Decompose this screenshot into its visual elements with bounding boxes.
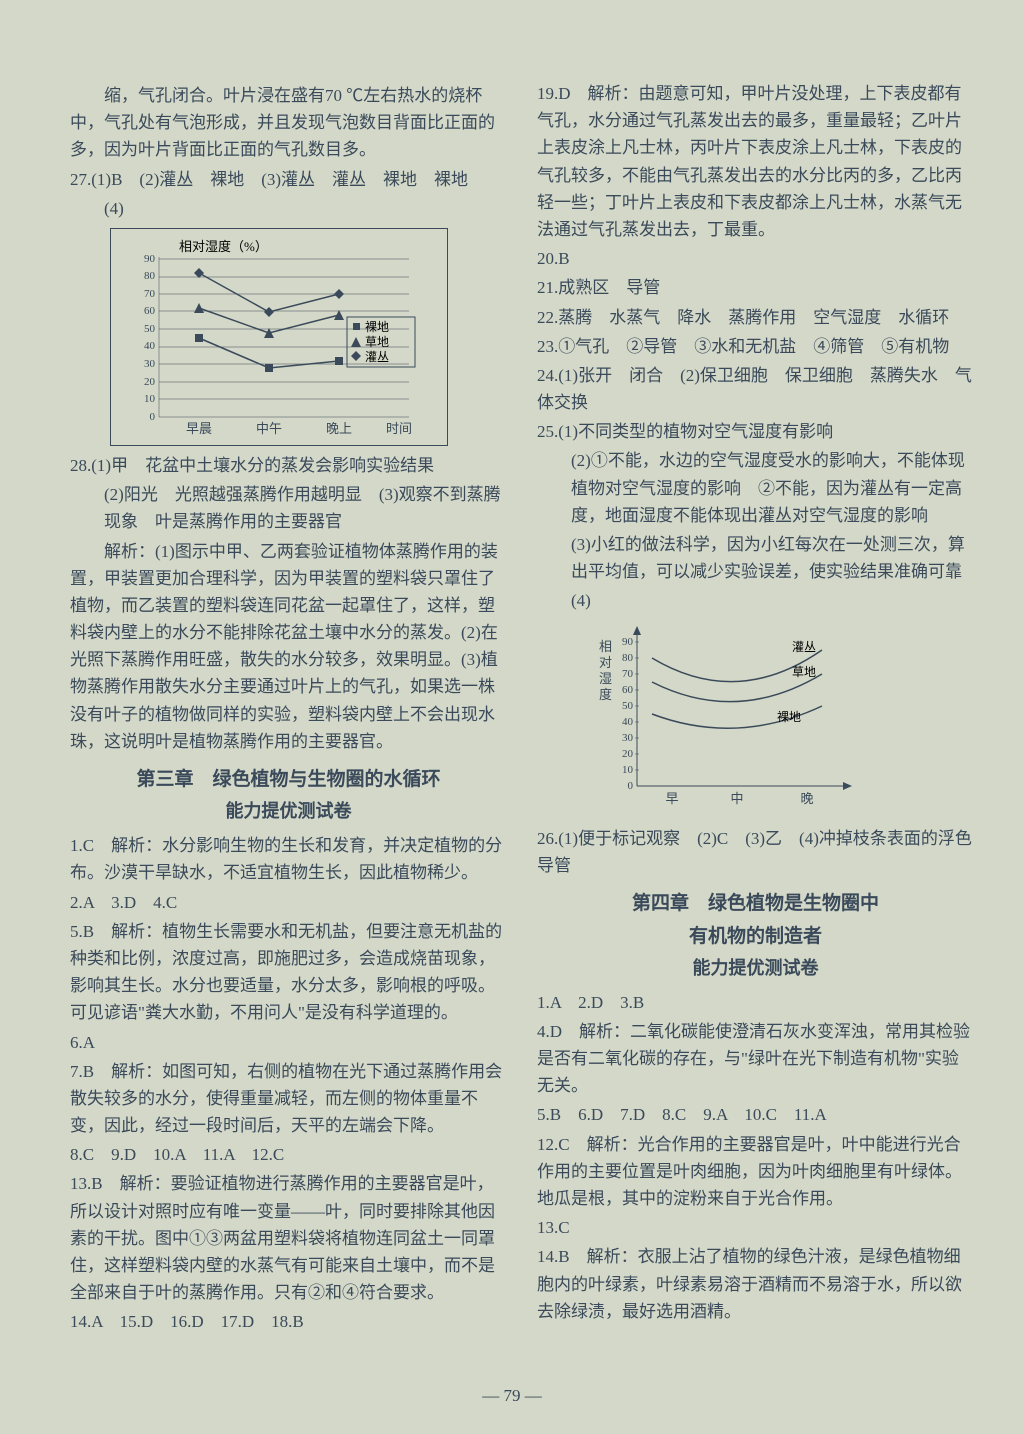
q28-analysis: 解析：(1)图示中甲、乙两套验证植物体蒸腾作用的装置，甲装置更加合理科学，因为甲… — [70, 538, 507, 756]
s3-5: 5.B 解析：植物生长需要水和无机盐，但要注意无机盐的种类和比例，浓度过高，即施… — [70, 918, 507, 1027]
ans-14-18: 14.A 15.D 16.D 17.D 18.B — [70, 1308, 507, 1335]
svg-text:早: 早 — [665, 791, 678, 806]
s3-2: 2.A 3.D 4.C — [70, 889, 507, 916]
section4-title2: 有机物的制造者 — [537, 922, 974, 952]
page-number: — 79 — — [0, 1382, 1024, 1409]
svg-text:60: 60 — [144, 305, 156, 317]
svg-text:70: 70 — [144, 288, 156, 300]
svg-text:草地: 草地 — [365, 335, 389, 349]
svg-text:晚上: 晚上 — [326, 421, 352, 436]
s4-14: 14.B 解析：衣服上沾了植物的绿色汁液，是绿色植物细胞内的叶绿素，叶绿素易溶于… — [537, 1243, 974, 1325]
svg-text:中: 中 — [730, 791, 743, 806]
svg-text:30: 30 — [622, 732, 634, 744]
chart1-title: 相对湿度（%） — [179, 239, 268, 254]
s4-4: 4.D 解析：二氧化碳能使澄清石灰水变浑浊，常用其检验是否有二氧化碳的存在，与"… — [537, 1018, 974, 1100]
s3-7: 7.B 解析：如图可知，右侧的植物在光下通过蒸腾作用会散失较多的水分，使得重量减… — [70, 1058, 507, 1140]
q19: 19.D 解析：由题意可知，甲叶片没处理，上下表皮都有气孔，水分通过气孔蒸发出去… — [537, 80, 974, 243]
q26: 26.(1)便于标记观察 (2)C (3)乙 (4)冲掉枝条表面的浮色 导管 — [537, 825, 974, 879]
svg-text:时间: 时间 — [386, 421, 412, 436]
svg-text:灌丛: 灌丛 — [365, 350, 389, 364]
svg-text:40: 40 — [622, 716, 634, 728]
q21: 21.成熟区 导管 — [537, 274, 974, 301]
q20: 20.B — [537, 245, 974, 272]
s3-6: 6.A — [70, 1029, 507, 1056]
s4-5: 5.B 6.D 7.D 8.C 9.A 10.C 11.A — [537, 1101, 974, 1128]
svg-text:30: 30 — [144, 358, 156, 370]
chart-1: 相对湿度（%） 0 10 20 30 40 50 60 70 80 90 — [110, 228, 448, 446]
svg-text:0: 0 — [150, 411, 156, 423]
q25-4: (4) — [537, 587, 974, 614]
q25-3: (3)小红的做法科学，因为小红每次在一处测三次，算出平均值，可以减少实验误差，使… — [537, 531, 974, 585]
svg-text:灌丛: 灌丛 — [792, 640, 816, 654]
s3-13: 13.B 解析：要验证植物进行蒸腾作用的主要器官是叶，所以设计对照时应有唯一变量… — [70, 1170, 507, 1306]
svg-text:裸地: 裸地 — [365, 319, 389, 334]
s4-13: 13.C — [537, 1214, 974, 1241]
q23: 23.①气孔 ②导管 ③水和无机盐 ④筛管 ⑤有机物 — [537, 333, 974, 360]
svg-text:50: 50 — [622, 700, 634, 712]
svg-text:对: 对 — [599, 655, 612, 670]
section4-sub: 能力提优测试卷 — [537, 954, 974, 983]
svg-text:70: 70 — [622, 668, 634, 680]
svg-text:10: 10 — [144, 393, 156, 405]
svg-text:90: 90 — [144, 253, 156, 265]
svg-text:40: 40 — [144, 340, 156, 352]
svg-text:裸地: 裸地 — [777, 709, 801, 724]
q28-2: (2)阳光 光照越强蒸腾作用越明显 (3)观察不到蒸腾现象 叶是蒸腾作用的主要器… — [70, 481, 507, 535]
section4-title: 第四章 绿色植物是生物圈中 — [537, 889, 974, 919]
s3-1: 1.C 解析：水分影响生物的生长和发育，并决定植物的分布。沙漠干旱缺水，不适宜植… — [70, 832, 507, 886]
svg-text:相: 相 — [599, 639, 612, 654]
svg-text:0: 0 — [628, 780, 634, 792]
section3-title: 第三章 绿色植物与生物圈的水循环 — [70, 765, 507, 795]
s3-8: 8.C 9.D 10.A 11.A 12.C — [70, 1141, 507, 1168]
q25-1: 25.(1)不同类型的植物对空气湿度有影响 — [537, 418, 974, 445]
section3-sub: 能力提优测试卷 — [70, 797, 507, 826]
svg-text:草地: 草地 — [792, 665, 816, 679]
svg-text:10: 10 — [622, 764, 634, 776]
intro-text: 缩，气孔闭合。叶片浸在盛有70 ℃左右热水的烧杯中，气孔处有气泡形成，并且发现气… — [70, 82, 507, 164]
svg-text:晚: 晚 — [800, 791, 813, 806]
chart-2: 相对湿度 0 10 20 30 40 50 60 70 80 90 早 中 晚 — [597, 621, 877, 819]
q25-2: (2)①不能，水边的空气湿度受水的影响大，不能体现植物对空气湿度的影响 ②不能，… — [537, 447, 974, 529]
svg-text:50: 50 — [144, 323, 156, 335]
s4-1: 1.A 2.D 3.B — [537, 989, 974, 1016]
svg-text:度: 度 — [599, 687, 612, 702]
svg-text:湿: 湿 — [599, 671, 612, 686]
svg-text:20: 20 — [622, 748, 634, 760]
svg-text:90: 90 — [622, 636, 634, 648]
q28-1: 28.(1)甲 花盆中土壤水分的蒸发会影响实验结果 — [70, 452, 507, 479]
svg-text:20: 20 — [144, 376, 156, 388]
svg-text:60: 60 — [622, 684, 634, 696]
svg-text:中午: 中午 — [256, 421, 282, 436]
svg-text:早晨: 早晨 — [186, 421, 212, 436]
q27-4: (4) — [70, 195, 507, 222]
svg-text:80: 80 — [144, 270, 156, 282]
s4-12: 12.C 解析：光合作用的主要器官是叶，叶中能进行光合作用的主要位置是叶肉细胞，… — [537, 1131, 974, 1213]
svg-text:80: 80 — [622, 652, 634, 664]
q24: 24.(1)张开 闭合 (2)保卫细胞 保卫细胞 蒸腾失水 气体交换 — [537, 362, 974, 416]
q27: 27.(1)B (2)灌丛 裸地 (3)灌丛 灌丛 裸地 裸地 — [70, 166, 507, 193]
q22: 22.蒸腾 水蒸气 降水 蒸腾作用 空气湿度 水循环 — [537, 304, 974, 331]
